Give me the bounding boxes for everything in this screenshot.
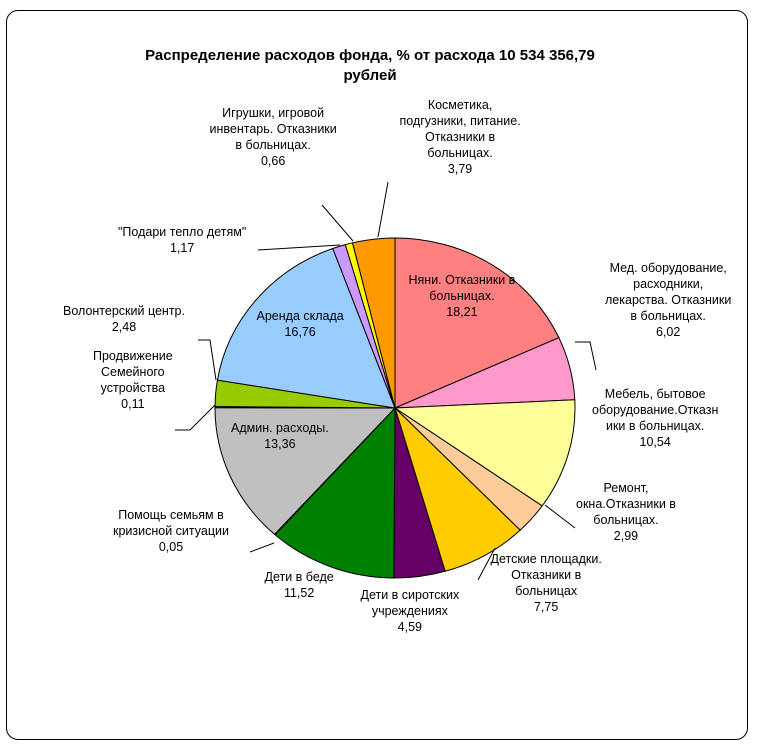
slice-label-7: Дети в беде 11,52	[265, 569, 334, 601]
slice-label-line: Отказники в	[511, 568, 582, 582]
slice-label-line: Помощь семьям в	[118, 508, 224, 522]
pie-slice-12	[216, 247, 396, 409]
slice-value-14: 0,66	[260, 154, 286, 168]
slice-value-8: 0,05	[158, 540, 184, 554]
slice-label-line: в больницах.	[235, 138, 311, 152]
slice-label-line: подгузники, питание.	[399, 114, 521, 128]
slice-value-6: 4,59	[397, 620, 423, 634]
slice-label-line: в больницах.	[630, 309, 706, 323]
leader-line-8	[249, 542, 275, 553]
slice-label-line: устройства	[100, 381, 166, 395]
chart-title-line-1: Распределение расходов фонда, % от расхо…	[145, 47, 595, 64]
slice-label-12: Аренда склада 16,76	[257, 308, 344, 340]
pie-slice-15	[351, 237, 396, 409]
slice-label-line: "Подари тепло детям"	[118, 225, 247, 239]
leader-line-4	[544, 504, 576, 529]
slice-value-10: 0,11	[121, 397, 145, 411]
slice-label-line: Семейного	[101, 365, 165, 379]
slice-value-1: 18,21	[446, 305, 478, 319]
slice-value-13: 1,17	[169, 241, 195, 255]
slice-value-5: 7,75	[533, 600, 559, 614]
slice-value-12: 16,76	[284, 325, 316, 339]
slice-value-7: 11,52	[283, 586, 315, 600]
pie-slice-9	[214, 407, 397, 535]
slice-label-line: Дети в сиротских	[360, 588, 460, 602]
slice-label-line: больницах.	[429, 289, 495, 303]
slice-label-line: Детские площадки.	[490, 552, 602, 566]
slice-label-line: кризисной ситуации	[113, 524, 229, 538]
leader-line-13	[257, 244, 341, 251]
chart-title: Распределение расходов фонда, % от расхо…	[100, 46, 640, 86]
pie-slice-3	[393, 399, 576, 507]
leader-line-10	[175, 404, 216, 431]
slice-label-line: Продвижение	[93, 349, 173, 363]
slice-label-line: расходники,	[633, 277, 704, 291]
slice-label-line: больницах	[515, 584, 578, 598]
slice-label-line: Волонтерский центр.	[63, 304, 185, 318]
slice-label-line: Аренда склада	[256, 309, 344, 323]
slice-label-line: окна.Отказники в	[576, 497, 676, 511]
leader-line-2	[575, 341, 597, 371]
slice-label-8: Помощь семьям в кризисной ситуации 0,05	[113, 507, 229, 555]
slice-label-line: инвентарь. Отказники	[209, 122, 337, 136]
slice-label-9: Админ. расходы. 13,36	[231, 420, 329, 452]
slice-value-2: 6,02	[656, 325, 681, 339]
slice-label-line: больницах.	[593, 513, 659, 527]
slice-label-line: Мебель, бытовое	[604, 387, 706, 401]
slice-label-1: Няни. Отказники в больницах. 18,21	[409, 272, 516, 320]
slice-label-14: Игрушки, игровой инвентарь. Отказники в бо…	[210, 105, 337, 169]
slice-label-15: Косметика, подгузники, питание. Отказники …	[400, 97, 521, 177]
leader-line-11	[198, 339, 217, 381]
slice-label-2: Мед. оборудование, расходники, лекарства. …	[605, 260, 731, 340]
slice-label-11: Волонтерский центр. 2,48	[63, 303, 185, 335]
leader-line-14	[321, 204, 354, 242]
slice-label-line: учреждениях	[371, 604, 448, 618]
slice-label-line: Няни. Отказники в	[408, 273, 516, 287]
slice-label-6: Дети в сиротских учреждениях 4,59	[361, 587, 460, 635]
slice-value-3: 10,54	[639, 435, 671, 449]
slice-label-line: лекарства. Отказники	[605, 293, 732, 307]
slice-label-line: Админ. расходы.	[231, 421, 329, 435]
slice-value-15: 3,79	[447, 162, 473, 176]
leader-line-15	[377, 181, 389, 238]
slice-label-line: Ремонт,	[603, 481, 649, 495]
slice-label-line: оборудование.Отказн	[592, 403, 719, 417]
slice-label-line: ики в больницах.	[605, 419, 705, 433]
pie-slice-7	[274, 406, 396, 579]
slice-label-line: больницах.	[427, 146, 493, 160]
slice-label-4: Ремонт, окна.Отказники в больницах. 2,99	[576, 480, 676, 544]
leader-line-5	[477, 547, 496, 581]
slice-label-line: Отказники в	[424, 130, 496, 144]
slice-label-line: Косметика,	[427, 98, 493, 112]
slice-value-11: 2,48	[111, 320, 137, 334]
pie-slice-1	[394, 237, 560, 409]
slice-label-line: Мед. оборудование,	[609, 261, 727, 275]
slice-label-line: Дети в беде	[264, 570, 334, 584]
slice-label-13: "Подари тепло детям" 1,17	[118, 224, 246, 256]
slice-label-10: Продвижение Семейного устройства 0,11	[93, 348, 173, 412]
slice-label-3: Мебель, бытовое оборудование.Отказн ики в …	[592, 386, 718, 450]
slice-value-4: 2,99	[613, 529, 639, 543]
chart-title-line-2: рублей	[343, 67, 397, 84]
slice-label-5: Детские площадки. Отказники в больницах 7,7…	[491, 551, 602, 615]
slice-value-9: 13,36	[264, 437, 296, 451]
slice-label-line: Игрушки, игровой	[222, 106, 325, 120]
